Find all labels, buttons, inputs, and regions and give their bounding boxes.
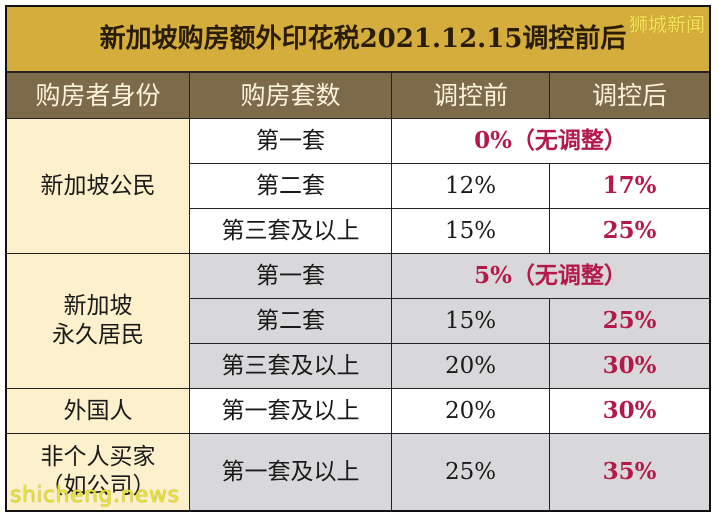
header-identity: 购房者身份 (7, 73, 190, 119)
before-rate-cell: 15% (392, 209, 550, 254)
before-rate-cell: 20% (392, 344, 550, 389)
identity-line: 新加坡 (63, 293, 133, 320)
after-rate-cell: 30% (550, 344, 709, 389)
merged-rate-cell: 0%（无调整） (392, 119, 709, 164)
count-cell: 第一套 (190, 119, 392, 164)
count-cell: 第一套及以上 (190, 434, 392, 510)
merged-rate-cell: 5%（无调整） (392, 254, 709, 299)
after-rate-cell: 35% (550, 434, 709, 510)
identity-line: 非个人买家 (40, 444, 156, 471)
after-rate-cell: 17% (550, 164, 709, 209)
before-rate-cell: 25% (392, 434, 550, 510)
header-before: 调控前 (392, 73, 550, 119)
identity-pr: 新加坡 永久居民 (7, 254, 190, 389)
identity-citizen: 新加坡公民 (7, 119, 190, 254)
count-cell: 第一套 (190, 254, 392, 299)
after-rate-cell: 30% (550, 389, 709, 434)
count-cell: 第三套及以上 (190, 209, 392, 254)
table-title: 新加坡购房额外印花税2021.12.15调控前后 (7, 7, 709, 73)
after-rate-cell: 25% (550, 299, 709, 344)
header-after: 调控后 (550, 73, 709, 119)
count-cell: 第二套 (190, 299, 392, 344)
count-cell: 第二套 (190, 164, 392, 209)
watermark-logo-text: 狮城新闻 (628, 14, 705, 36)
count-cell: 第一套及以上 (190, 389, 392, 434)
identity-foreigner: 外国人 (7, 389, 190, 434)
watermark-site-text: shicheng.news (10, 483, 180, 508)
before-rate-cell: 12% (392, 164, 550, 209)
absd-table: 新加坡购房额外印花税2021.12.15调控前后 购房者身份 购房套数 调控前 … (5, 5, 711, 512)
header-count: 购房套数 (190, 73, 392, 119)
identity-line: （如公司） (40, 473, 156, 499)
before-rate-cell: 20% (392, 389, 550, 434)
before-rate-cell: 15% (392, 299, 550, 344)
identity-line: 永久居民 (52, 322, 144, 348)
after-rate-cell: 25% (550, 209, 709, 254)
count-cell: 第三套及以上 (190, 344, 392, 389)
identity-entity: 非个人买家 （如公司） (7, 434, 190, 510)
